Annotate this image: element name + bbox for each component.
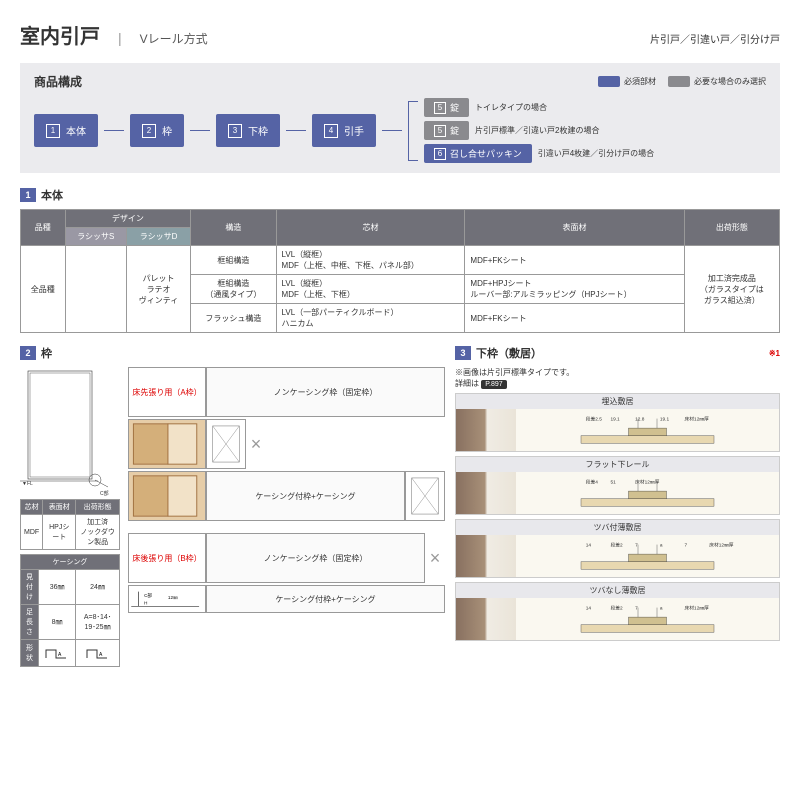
door-types: 片引戸／引違い戸／引分け戸 [650,31,780,46]
sill-diagram: 14 段差2 7 a 床材12㎜厚 [516,598,779,640]
flow-step-4: 4引手 [312,114,376,147]
sill-photo [456,598,516,640]
section-1-title: 1 本体 [20,187,780,203]
body-spec-table: 品種 デザイン 構造 芯材 表面材 出荷形態 ラシッサSラシッサD 全品種 パレ… [20,209,780,333]
legend-required-label: 必須部材 [624,76,656,87]
svg-text:51: 51 [610,480,616,486]
branch-3: 6召し合せパッキン [424,144,532,163]
svg-text:a: a [660,607,663,612]
page-subtitle: Vレール方式 [140,30,208,47]
sill-photo [456,535,516,577]
title-divider: | [118,30,122,46]
svg-text:床材12㎜厚: 床材12㎜厚 [685,416,710,423]
svg-text:C部: C部 [100,490,109,497]
sill-item: 埋込敷居段差2.519.112.819.1床材12㎜厚 [455,393,780,452]
cross-section [206,419,246,469]
sill-photo [456,472,516,514]
a-frame-label: 床先張り用（A枠） [128,367,206,417]
branch-1: 5錠 [424,98,469,117]
sill-diagram: 段差2.5 19.1 12.8 19.1 床材12㎜厚 [516,409,779,451]
legend: 必須部材 必要な場合のみ選択 [598,76,766,87]
multiply-icon: × [251,434,262,455]
svg-text:段差2: 段差2 [610,605,623,612]
frame-type-grid: 床先張り用（A枠） ノンケーシング枠（固定枠） × ケーシング付枠+ケーシング … [128,367,445,667]
section-3-title: 3 下枠（敷居） ※1 [455,345,780,361]
flow-diagram: 1本体 2枠 3下枠 4引手 5錠トイレタイプの場合 5錠片引戸標準／引違い戸2… [34,98,766,163]
svg-text:7: 7 [685,543,688,549]
legend-optional-label: 必要な場合のみ選択 [694,76,766,87]
svg-text:床材12㎜厚: 床材12㎜厚 [635,479,660,486]
svg-text:A: A [99,652,103,658]
flow-step-2: 2枠 [130,114,184,147]
svg-text:段差2.5: 段差2.5 [586,416,602,423]
svg-text:H: H [144,601,147,606]
svg-text:14: 14 [586,543,592,549]
svg-text:12.8: 12.8 [635,417,645,423]
multiply-icon: × [430,548,441,569]
sill-caption: ※画像は片引戸標準タイプです。 [455,367,780,378]
svg-text:7: 7 [635,606,638,612]
sill-item: ツバなし薄敷居14段差27a床材12㎜厚 [455,582,780,641]
svg-text:▼FL: ▼FL [22,481,33,487]
svg-text:a: a [660,544,663,549]
svg-text:12㎜: 12㎜ [168,595,178,600]
sill-photo [456,409,516,451]
flow-step-3: 3下枠 [216,114,280,147]
svg-text:7: 7 [635,543,638,549]
page-title: 室内引戸 [20,20,100,49]
svg-text:14: 14 [586,606,592,612]
page-ref-badge: P.897 [481,380,506,389]
svg-text:床材12㎜厚: 床材12㎜厚 [685,605,710,612]
frame-photo [128,471,206,521]
sill-item: ツバ付薄敷居14段差27a7床材12㎜厚 [455,519,780,578]
svg-text:A: A [58,652,62,658]
legend-required-swatch [598,76,620,87]
door-elevation: C部 ▼FL 芯材表面材出荷形態 MDFHPJシート加工済 ノックダウン製品 ケ… [20,367,120,667]
frame-photo [128,419,206,469]
svg-text:19.1: 19.1 [610,417,620,423]
section-2-title: 2 枠 [20,345,445,361]
cross-section [405,471,445,521]
casing-table: ケーシング 見付け36㎜24㎜ 足長さ8㎜A=8･14･19･25㎜ 形状AA [20,554,120,667]
page-header: 室内引戸 | Vレール方式 片引戸／引違い戸／引分け戸 [20,20,780,49]
svg-text:段差4: 段差4 [586,479,599,486]
svg-text:19.1: 19.1 [660,417,670,423]
composition-panel: 商品構成 必須部材 必要な場合のみ選択 1本体 2枠 3下枠 4引手 5錠トイレ… [20,63,780,173]
svg-text:C部: C部 [144,592,152,599]
svg-text:段差2: 段差2 [610,542,623,549]
branch-options: 5錠トイレタイプの場合 5錠片引戸標準／引違い戸2枚建の場合 6召し合せパッキン… [424,98,654,163]
composition-title: 商品構成 [34,73,82,90]
sill-item: フラット下レール段差451床材12㎜厚 [455,456,780,515]
legend-optional-swatch [668,76,690,87]
material-table: 芯材表面材出荷形態 MDFHPJシート加工済 ノックダウン製品 [20,499,120,550]
sill-diagram: 段差4 51 床材12㎜厚 [516,472,779,514]
svg-text:床材12㎜厚: 床材12㎜厚 [709,542,734,549]
sill-diagram: 14 段差2 7 a 7 床材12㎜厚 [516,535,779,577]
branch-2: 5錠 [424,121,469,140]
b-frame-label: 床後張り用（B枠） [128,533,206,583]
flow-step-1: 1本体 [34,114,98,147]
